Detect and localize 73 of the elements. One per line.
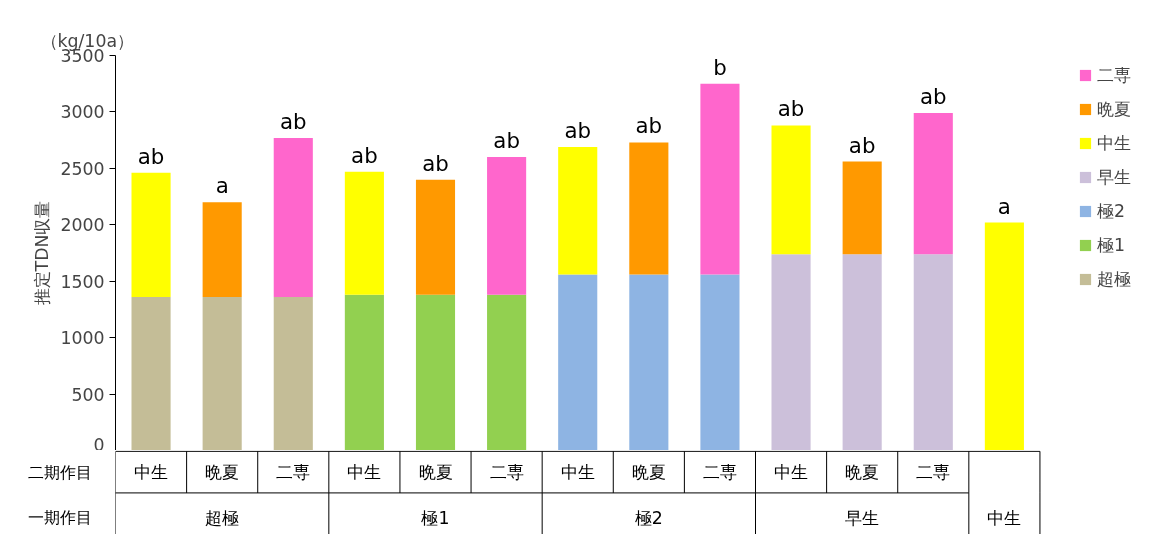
bar <box>344 171 384 295</box>
annotation: b <box>713 54 727 80</box>
text: 一期作目 <box>27 508 92 528</box>
x-tick-label: 中生 <box>560 462 595 483</box>
bar <box>700 274 740 450</box>
bar <box>558 274 598 450</box>
y-tick-label: 2500 <box>60 158 105 179</box>
x-tick-label: 二専 <box>702 462 737 483</box>
x-tick-label: 二専 <box>276 462 311 483</box>
text: 二期作目 <box>27 462 92 482</box>
bar <box>771 254 811 450</box>
text: 極1 <box>421 507 450 528</box>
bar <box>273 137 313 298</box>
x-tick-label: 中生 <box>347 462 382 483</box>
bar <box>487 294 527 450</box>
annotation: a <box>997 193 1011 219</box>
bar <box>202 297 242 450</box>
text: 超極 <box>205 507 240 528</box>
bar <box>273 297 313 450</box>
annotation: ab <box>279 108 307 134</box>
x-tick-label: 晩夏 <box>845 462 880 483</box>
text: 極2 <box>634 507 663 528</box>
text: （kg/10a） <box>40 30 135 51</box>
text: 中生 <box>987 507 1022 528</box>
legend-label: 中生 <box>1097 132 1131 155</box>
bar <box>202 202 242 298</box>
annotation: ab <box>351 142 378 168</box>
bar <box>487 157 527 295</box>
bar <box>415 294 456 450</box>
x-tick-label: 中生 <box>774 462 809 483</box>
bar <box>771 125 811 255</box>
bar <box>842 161 882 255</box>
annotation: ab <box>493 128 520 154</box>
bar <box>558 146 598 275</box>
legend-label: 極1 <box>1097 234 1126 257</box>
bar <box>415 179 456 295</box>
legend-label: 晩夏 <box>1097 98 1131 121</box>
x-tick-label: 二専 <box>916 462 951 483</box>
y-tick-label: 1500 <box>60 271 105 292</box>
y-tick-label: 1000 <box>60 328 105 349</box>
bar <box>913 113 953 255</box>
y-tick-label: 500 <box>71 384 105 405</box>
y-tick-label: 2000 <box>60 215 105 236</box>
bar <box>984 222 1024 450</box>
legend-label: 早生 <box>1097 166 1131 189</box>
bar <box>913 254 953 450</box>
annotation: ab <box>422 150 449 176</box>
annotation: a <box>215 173 229 199</box>
bar <box>842 254 882 450</box>
annotation: ab <box>848 132 876 158</box>
bar <box>629 142 669 275</box>
x-tick-label: 晩夏 <box>631 462 666 483</box>
legend-label: 極2 <box>1097 200 1126 223</box>
annotation: ab <box>635 113 663 139</box>
legend-label: 超極 <box>1097 268 1131 291</box>
y-tick-label: 3000 <box>60 102 105 123</box>
bar <box>629 274 669 450</box>
bar <box>344 294 384 450</box>
y-axis-title: 推定TDN収量 <box>32 200 53 306</box>
legend-label: 二専 <box>1097 64 1131 87</box>
x-tick-label: 晩夏 <box>205 462 240 483</box>
annotation: ab <box>919 84 947 110</box>
bar <box>700 83 740 275</box>
x-tick-label: 二専 <box>489 462 524 483</box>
bar <box>131 297 171 450</box>
y-tick-label: 0 <box>93 434 105 455</box>
x-tick-label: 中生 <box>134 462 169 483</box>
annotation: ab <box>564 117 592 143</box>
bar <box>131 172 171 298</box>
annotation: ab <box>137 143 165 169</box>
text: 早生 <box>845 507 880 528</box>
annotation: ab <box>777 96 805 122</box>
x-tick-label: 晩夏 <box>418 462 453 483</box>
